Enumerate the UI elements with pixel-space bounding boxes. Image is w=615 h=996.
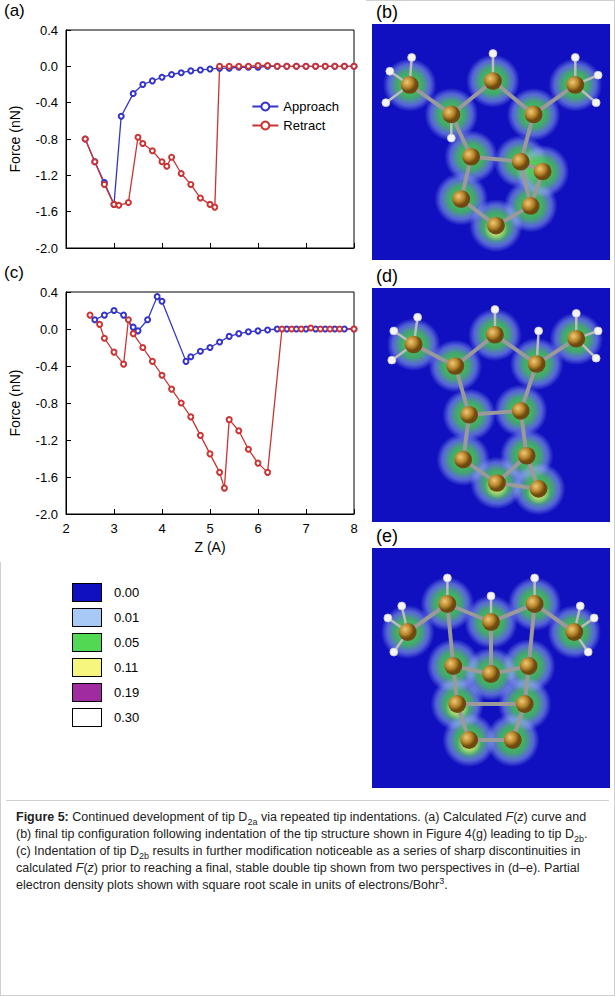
- svg-text:-0.4: -0.4: [36, 95, 58, 110]
- svg-text:Force (nN): Force (nN): [7, 106, 23, 173]
- svg-text:4: 4: [158, 521, 165, 536]
- svg-text:0.4: 0.4: [40, 23, 58, 38]
- svg-text:-2.0: -2.0: [36, 241, 58, 256]
- svg-text:3: 3: [110, 521, 117, 536]
- svg-text:0.0: 0.0: [40, 59, 58, 74]
- svg-text:Approach: Approach: [283, 99, 339, 114]
- svg-text:-1.6: -1.6: [36, 204, 58, 219]
- svg-text:-1.2: -1.2: [36, 433, 58, 448]
- svg-text:8: 8: [350, 521, 357, 536]
- svg-text:0.4: 0.4: [40, 285, 58, 300]
- svg-text:-0.4: -0.4: [36, 359, 58, 374]
- html-text:0.30: 0.30: [114, 710, 140, 725]
- svg-text:Retract: Retract: [283, 118, 325, 133]
- html-text:0.01: 0.01: [114, 610, 140, 625]
- svg-text:6: 6: [254, 521, 261, 536]
- svg-text:-0.8: -0.8: [36, 396, 58, 411]
- svg-text:(a): (a): [4, 1, 25, 20]
- svg-text:-0.8: -0.8: [36, 132, 58, 147]
- html-text:0.00: 0.00: [114, 585, 140, 600]
- svg-text:0.0: 0.0: [40, 322, 58, 337]
- svg-text:7: 7: [302, 521, 309, 536]
- svg-text:(c): (c): [4, 263, 24, 282]
- html-text:(b): (b): [376, 2, 398, 22]
- svg-text:-2.0: -2.0: [36, 507, 58, 522]
- html-text:(d): (d): [376, 266, 398, 286]
- svg-text:5: 5: [206, 521, 213, 536]
- html-text:Figure 5: Continued developmen: Figure 5: Continued development of tip D…: [16, 810, 588, 892]
- html-text:0.19: 0.19: [114, 685, 140, 700]
- svg-text:-1.2: -1.2: [36, 168, 58, 183]
- html-text:0.11: 0.11: [114, 660, 139, 675]
- svg-text:2: 2: [62, 521, 69, 536]
- html-text:0.05: 0.05: [114, 635, 140, 650]
- html-text:(e): (e): [376, 526, 398, 546]
- svg-text:Force (nN): Force (nN): [7, 370, 23, 437]
- svg-text:-1.6: -1.6: [36, 470, 58, 485]
- svg-text:Z (A): Z (A): [194, 539, 225, 555]
